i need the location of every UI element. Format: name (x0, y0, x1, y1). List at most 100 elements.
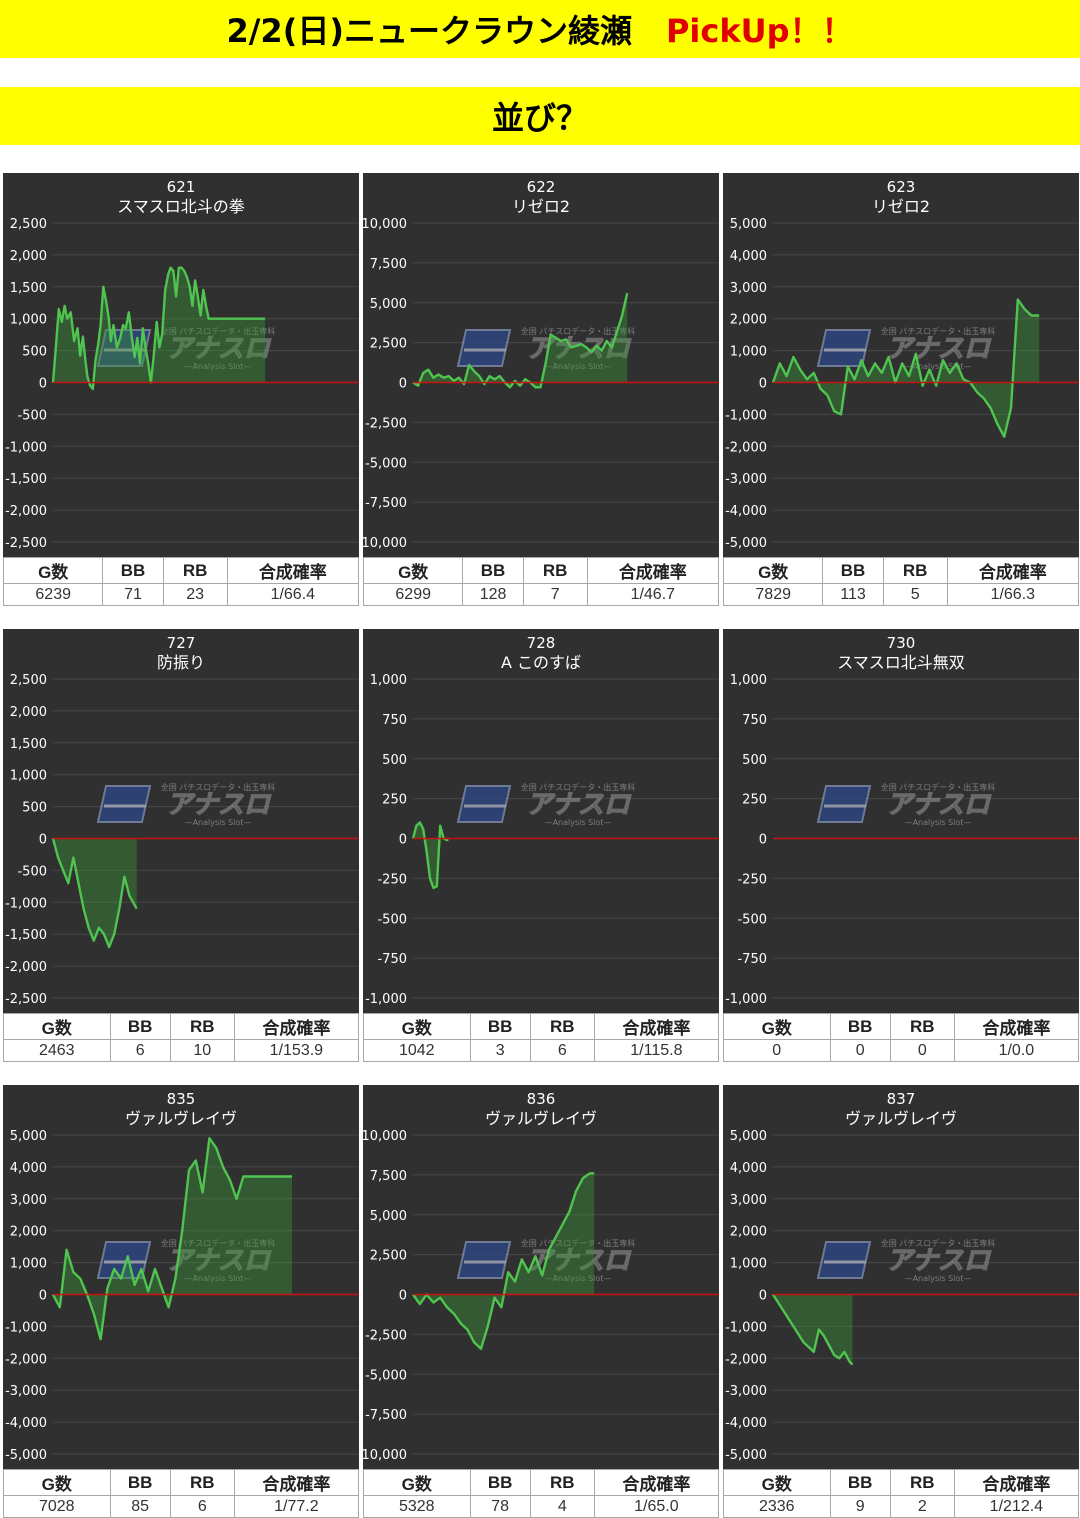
machine-name: スマスロ北斗無双 (837, 653, 965, 672)
rb-value: 6 (169, 1495, 235, 1518)
stats-header-cell: G数 (3, 1013, 111, 1040)
stats-table: G数 BB RB 合成確率 5328 78 4 1/65.0 (363, 1469, 720, 1518)
area-fill (413, 293, 628, 388)
series-line (51, 266, 266, 391)
logo-emblem-icon (456, 329, 512, 367)
y-tick-label: -2,000 (725, 440, 767, 455)
rb-value: 0 (889, 1039, 955, 1062)
stats-header-cell: RB (529, 1013, 595, 1040)
machine-number: 728 (527, 634, 556, 652)
y-tick-label: -3,000 (5, 1384, 47, 1399)
chart-panel-730: 730 スマスロ北斗無双 1,000 750 500 250 0 -250 -500 -750 -1… (723, 629, 1080, 1062)
y-tick-label: 500 (22, 801, 47, 816)
y-tick-label: 250 (742, 793, 767, 808)
bb-value: 128 (462, 583, 524, 606)
rb-value: 5 (882, 583, 948, 606)
area-fill (413, 822, 449, 888)
y-tick-label: 1,000 (10, 1257, 47, 1272)
watermark-tagline: —Analysis Slot— (905, 818, 972, 827)
y-tick-label: 750 (742, 713, 767, 728)
probability-value: 1/115.8 (593, 1039, 720, 1062)
y-tick-label: -4,000 (5, 1416, 47, 1431)
watermark-brand: アナスロ (526, 790, 631, 820)
bb-value: 3 (469, 1039, 531, 1062)
y-tick-label: -3,000 (725, 472, 767, 487)
machine-number: 621 (167, 178, 196, 196)
probability-value: 1/0.0 (953, 1039, 1080, 1062)
machine-number: 622 (527, 178, 556, 196)
y-tick-label: 2,000 (10, 705, 47, 720)
stats-header-cell: 合成確率 (953, 1469, 1080, 1496)
y-tick-label: 0 (399, 833, 407, 848)
games-value: 0 (723, 1039, 831, 1062)
watermark-top-text: 全国 パチスロデータ・出玉専科 (881, 782, 996, 792)
watermark-tagline: —Analysis Slot— (905, 1274, 972, 1283)
games-value: 6299 (362, 583, 464, 606)
y-tick-label: 2,000 (10, 1225, 47, 1240)
chart-panel-836: 836 ヴァルヴレイヴ 10,000 7,500 5,000 2,500 0 -2,500 -5… (363, 1085, 720, 1518)
y-tick-label: -5,000 (365, 456, 407, 471)
watermark-brand: アナスロ (166, 334, 271, 364)
y-tick-label: -1,000 (365, 992, 407, 1007)
y-tick-label: 5,000 (730, 1129, 767, 1144)
y-tick-label: -5,000 (725, 1448, 767, 1463)
probability-value: 1/46.7 (586, 583, 720, 606)
y-tick-label: -2,000 (5, 1352, 47, 1367)
probability-value: 1/65.0 (593, 1495, 720, 1518)
stats-header-cell: RB (169, 1469, 235, 1496)
games-value: 2336 (723, 1495, 831, 1518)
machine-number: 837 (887, 1090, 916, 1108)
machine-number: 836 (527, 1090, 556, 1108)
probability-value: 1/153.9 (233, 1039, 360, 1062)
y-tick-label: 5,000 (730, 217, 767, 232)
stats-header-cell: 合成確率 (593, 1013, 720, 1040)
y-tick-label: 2,000 (730, 1225, 767, 1240)
y-tick-label: 7,500 (370, 257, 407, 272)
probability-value: 1/77.2 (233, 1495, 360, 1518)
y-tick-label: 0 (39, 1289, 47, 1304)
y-tick-label: -4,000 (725, 504, 767, 519)
y-tick-label: 2,000 (730, 313, 767, 328)
y-tick-label: 2,500 (10, 673, 47, 688)
stats-header-cell: RB (522, 557, 588, 584)
stats-header-cell: RB (882, 557, 948, 584)
y-tick-label: -1,500 (5, 928, 47, 943)
series-line (412, 292, 629, 389)
watermark-top-text: 全国 パチスロデータ・出玉専科 (521, 1238, 636, 1248)
stats-header-cell: BB (102, 557, 164, 584)
y-tick-label: -1,000 (725, 992, 767, 1007)
y-tick-label: 4,000 (730, 1161, 767, 1176)
y-tick-label: 0 (759, 833, 767, 848)
page-subtitle: 並び？ (491, 99, 588, 137)
stats-header-cell: BB (109, 1013, 171, 1040)
stats-header-cell: G数 (363, 1469, 471, 1496)
y-tick-label: 0 (759, 1289, 767, 1304)
y-tick-label: 1,000 (10, 769, 47, 784)
y-tick-label: 500 (382, 753, 407, 768)
stats-header-cell: BB (109, 1469, 171, 1496)
stats-header-cell: G数 (3, 1469, 111, 1496)
games-value: 2463 (3, 1039, 111, 1062)
stats-header-cell: G数 (2, 557, 104, 584)
watermark-brand: アナスロ (166, 790, 271, 820)
y-tick-label: -1,000 (5, 1320, 47, 1335)
stats-table: G数 BB RB 合成確率 2463 6 10 1/153.9 (3, 1013, 360, 1062)
stats-table: G数 BB RB 合成確率 1042 3 6 1/115.8 (363, 1013, 720, 1062)
stats-header-cell: BB (462, 557, 524, 584)
logo-emblem-icon (816, 329, 872, 367)
stats-header-cell: RB (169, 1013, 235, 1040)
chart-panel-835: 835 ヴァルヴレイヴ 5,000 4,000 3,000 2,000 1,000 0 -1,0… (3, 1085, 360, 1518)
rb-value: 2 (889, 1495, 955, 1518)
y-tick-label: -1,000 (5, 896, 47, 911)
logo-emblem-icon (456, 1241, 512, 1279)
games-value: 7829 (722, 583, 824, 606)
watermark-tagline: —Analysis Slot— (185, 818, 252, 827)
stats-header-cell: G数 (722, 557, 824, 584)
chart-panel-623: 623 リゼロ2 5,000 4,000 3,000 2,000 1,000 0 -1,000 -… (722, 173, 1080, 606)
